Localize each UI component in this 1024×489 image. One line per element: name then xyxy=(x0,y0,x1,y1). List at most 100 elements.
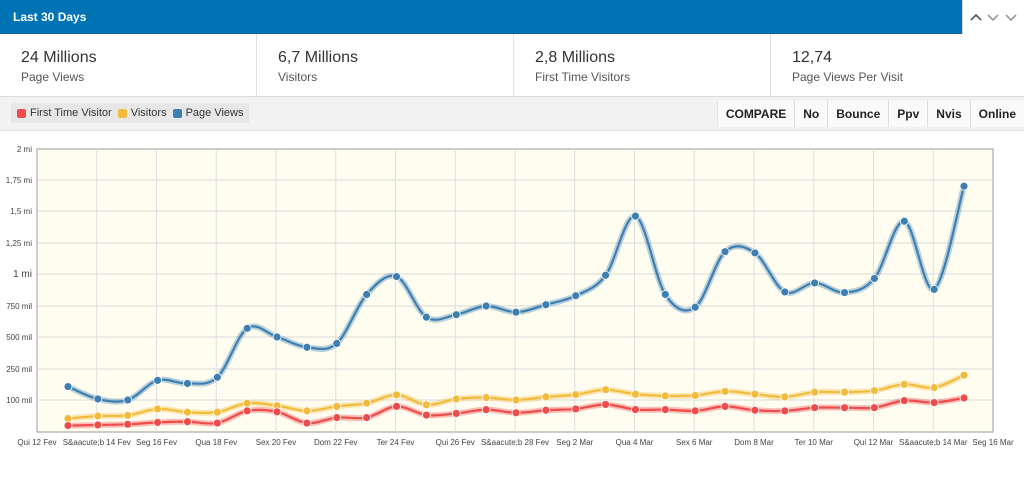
data-point-first-time-visitor xyxy=(63,421,73,431)
panel-controls xyxy=(962,0,1024,34)
legend-item-visitors[interactable]: Visitors xyxy=(117,107,167,119)
y-tick-label: 100 mil xyxy=(6,396,32,405)
x-tick-label: S&aacute;b 28 Fev xyxy=(481,438,549,447)
y-tick-label: 2 mi xyxy=(17,145,32,154)
chevron-down-icon[interactable] xyxy=(985,9,1001,25)
data-point-first-time-visitor xyxy=(153,417,163,427)
stat-value: 2,8 Millions xyxy=(535,49,616,66)
data-point-visitors xyxy=(332,401,342,411)
y-tick-label: 250 mil xyxy=(6,365,32,374)
toolbar-buttons: COMPARE No Bounce Ppv Nvis Online xyxy=(716,101,1024,127)
stat-label: Visitors xyxy=(278,70,318,84)
data-point-visitors xyxy=(93,411,103,421)
data-point-first-time-visitor xyxy=(242,406,252,416)
nvis-button[interactable]: Nvis xyxy=(928,101,971,127)
data-point-visitors xyxy=(153,404,163,414)
data-point-first-time-visitor xyxy=(840,403,849,413)
data-point-first-time-visitor xyxy=(929,398,939,407)
data-point-first-time-visitor xyxy=(183,417,192,427)
chart-toolbar: First Time Visitor Visitors Page Views C… xyxy=(0,97,1024,131)
y-tick-label: 750 mil xyxy=(6,302,32,311)
panel-title: Last 30 Days xyxy=(13,10,87,24)
stat-visitors: 6,7 Millions Visitors xyxy=(257,34,514,97)
data-point-page-views xyxy=(153,375,163,385)
data-point-first-time-visitor xyxy=(272,407,282,417)
data-point-visitors xyxy=(899,379,909,389)
data-point-page-views xyxy=(840,288,849,297)
line-chart: 100 mil 250 mil 500 mil 750 mil 1 mi 1,25 mi 1… xyxy=(6,145,1014,447)
data-point-first-time-visitor xyxy=(631,405,640,415)
x-tick-label: Qui 12 Mar xyxy=(854,438,894,447)
legend-item-page-views[interactable]: Page Views xyxy=(172,107,243,119)
y-tick-label: 1 mi xyxy=(13,269,32,280)
online-button[interactable]: Online xyxy=(970,101,1024,127)
data-point-page-views xyxy=(392,272,401,281)
data-point-first-time-visitor xyxy=(660,405,670,415)
data-point-visitors xyxy=(183,407,192,417)
data-point-page-views xyxy=(93,394,103,404)
data-point-first-time-visitor xyxy=(959,393,969,403)
x-tick-label: Seg 16 Mar xyxy=(972,438,1014,447)
data-point-page-views xyxy=(302,342,312,352)
legend-item-first-time-visitor[interactable]: First Time Visitor xyxy=(17,107,112,119)
data-point-first-time-visitor xyxy=(571,404,581,414)
data-point-visitors xyxy=(571,390,581,400)
chevron-up-icon[interactable] xyxy=(968,9,984,25)
x-tick-label: Qui 12 Fev xyxy=(17,438,56,447)
data-point-visitors xyxy=(660,391,670,401)
data-point-first-time-visitor xyxy=(870,403,879,413)
data-point-visitors xyxy=(242,398,252,408)
data-point-visitors xyxy=(212,407,222,417)
no-button[interactable]: No xyxy=(795,101,829,127)
data-point-visitors xyxy=(392,390,401,400)
x-tick-label: S&aacute;b 14 Mar xyxy=(899,438,968,447)
x-tick-label: Dom 8 Mar xyxy=(734,438,774,447)
data-point-visitors xyxy=(631,389,640,399)
x-tick-label: Sex 6 Mar xyxy=(676,438,713,447)
x-tick-label: Seg 16 Fev xyxy=(136,438,177,447)
data-point-page-views xyxy=(212,372,222,382)
data-point-visitors xyxy=(750,389,760,399)
bounce-button[interactable]: Bounce xyxy=(828,101,890,127)
stat-value: 12,74 xyxy=(792,49,833,66)
data-point-visitors xyxy=(302,406,312,416)
data-point-page-views xyxy=(183,379,192,388)
stat-label: Page Views xyxy=(21,70,85,84)
data-point-visitors xyxy=(421,400,431,410)
panel-header: Last 30 Days xyxy=(0,0,1024,34)
data-point-visitors xyxy=(929,383,939,393)
chevron-down-alt-icon[interactable] xyxy=(1003,9,1019,25)
data-point-visitors xyxy=(690,391,700,400)
x-tick-label: S&aacute;b 14 Fev xyxy=(63,438,131,447)
data-point-visitors xyxy=(511,395,521,405)
stat-value: 6,7 Millions xyxy=(278,49,359,66)
data-point-page-views xyxy=(63,382,73,391)
data-point-first-time-visitor xyxy=(212,418,222,428)
data-point-page-views xyxy=(959,181,969,191)
data-point-page-views xyxy=(601,270,610,280)
x-tick-label: Sex 20 Fev xyxy=(256,438,296,447)
compare-button[interactable]: COMPARE xyxy=(717,101,796,127)
x-tick-label: Qua 4 Mar xyxy=(616,438,654,447)
data-point-visitors xyxy=(780,392,790,402)
x-tick-label: Ter 24 Fev xyxy=(377,438,415,447)
stat-label: First Time Visitors xyxy=(535,70,631,84)
data-point-visitors xyxy=(959,370,969,380)
stat-value: 24 Millions xyxy=(21,49,97,66)
data-point-first-time-visitor xyxy=(93,420,103,430)
data-point-visitors xyxy=(541,392,551,402)
data-point-page-views xyxy=(660,290,670,299)
data-point-first-time-visitor xyxy=(601,400,610,409)
x-tick-label: Qui 26 Fev xyxy=(436,438,475,447)
stat-first-time-visitors: 2,8 Millions First Time Visitors xyxy=(514,34,771,97)
data-point-first-time-visitor xyxy=(541,405,551,415)
stats-row: 24 Millions Page Views 6,7 Millions Visi… xyxy=(0,34,1024,97)
x-tick-label: Ter 10 Mar xyxy=(795,438,834,447)
data-point-first-time-visitor xyxy=(392,401,401,411)
legend-swatch xyxy=(117,108,127,118)
data-point-visitors xyxy=(720,386,730,396)
data-point-page-views xyxy=(242,323,252,333)
data-point-page-views xyxy=(929,284,939,294)
data-point-page-views xyxy=(421,312,431,322)
ppv-button[interactable]: Ppv xyxy=(889,101,929,127)
